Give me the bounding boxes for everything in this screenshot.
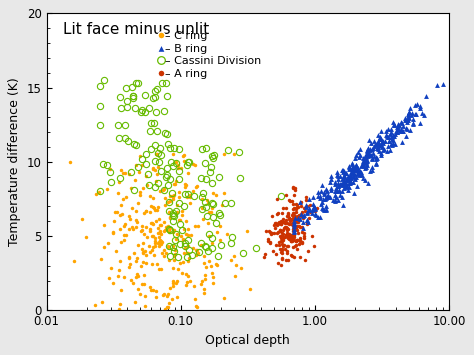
X-axis label: Optical depth: Optical depth <box>205 334 290 347</box>
Legend: – C ring, – B ring, – Cassini Division, – A ring: – C ring, – B ring, – Cassini Division, … <box>161 31 262 79</box>
Text: Lit face minus unlit: Lit face minus unlit <box>63 22 209 37</box>
Y-axis label: Temperature difference (K): Temperature difference (K) <box>9 77 21 246</box>
